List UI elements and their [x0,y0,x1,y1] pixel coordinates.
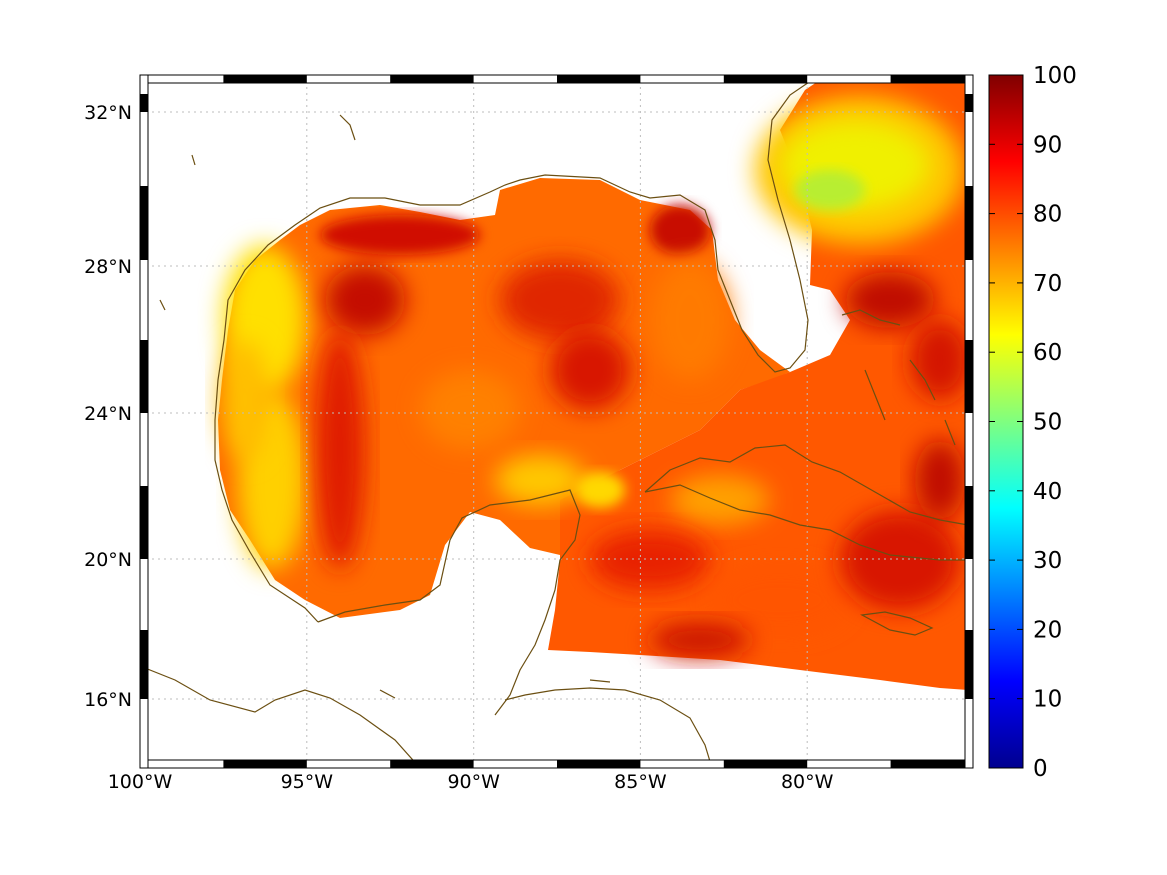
colorbar-tick-label: 70 [1033,271,1062,297]
colorbar-tick-label: 50 [1033,410,1062,436]
coastline-minor-islands [159,114,611,699]
y-tick-label: 28°N [84,256,132,278]
colorbar-tick-label: 10 [1033,687,1062,713]
colorbar: 0 10 20 30 40 50 60 70 80 90 100 [988,63,1077,782]
x-tick-label: 90°W [447,771,500,793]
x-tick-label: 95°W [281,771,334,793]
colorbar-tick-label: 100 [1033,63,1077,89]
coastline-jamaica [860,611,934,636]
map-frame [139,74,974,769]
y-tick-label: 24°N [84,403,132,425]
coastline-yucatan [317,489,581,716]
colorbar-tick-label: 60 [1033,340,1062,366]
colorbar-labels: 0 10 20 30 40 50 60 70 80 90 100 [1033,63,1077,782]
colorbar-tick-label: 30 [1033,548,1062,574]
coastlines [140,77,969,768]
y-tick-label: 20°N [84,549,132,571]
x-axis-labels: 100°W 95°W 90°W 85°W 80°W [108,771,834,793]
colorbar-tick-label: 20 [1033,617,1062,643]
y-axis-labels: 32°N 28°N 24°N 20°N 16°N [84,102,132,711]
colorbar-tick-label: 90 [1033,132,1062,158]
y-tick-label: 32°N [84,102,132,124]
coastline-mexico-us [214,77,816,623]
coastline-central-america [504,687,713,768]
x-tick-label: 100°W [108,771,173,793]
map-grid [140,75,973,768]
x-tick-label: 85°W [614,771,667,793]
coastline-cuba [644,444,969,561]
x-tick-label: 80°W [781,771,834,793]
colorbar-tick-label: 40 [1033,479,1062,505]
colorbar-tick-label: 80 [1033,202,1062,228]
y-tick-label: 16°N [84,689,132,711]
colorbar-tick-label: 0 [1033,756,1048,782]
coastline-bahamas [841,309,956,446]
map-area [140,75,973,768]
heat-variations [220,95,970,658]
colorbar-ticks [989,74,1023,769]
coastline-gulf [140,665,421,768]
